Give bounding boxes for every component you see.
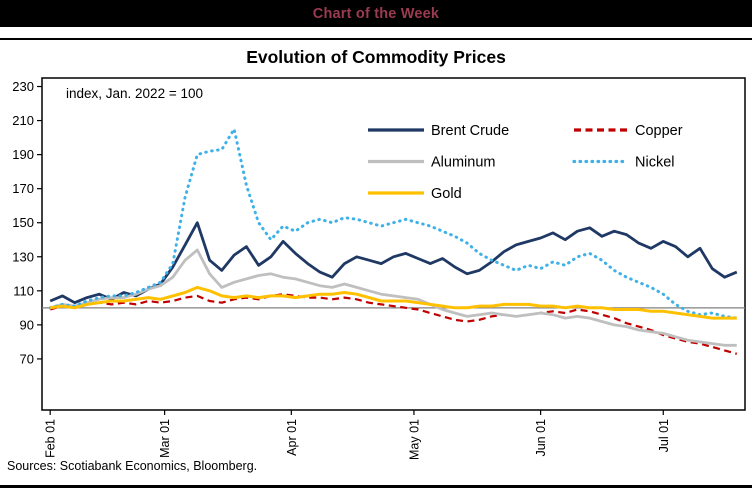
x-tick-label: Jun 01 (534, 419, 548, 457)
series-line-copper (49, 293, 738, 355)
legend-label-aluminum: Aluminum (431, 155, 495, 171)
plot-border (41, 77, 746, 411)
legend-label-nickel: Nickel (635, 155, 674, 171)
y-tick-label: 150 (12, 215, 34, 230)
x-tick-label: Jul 01 (657, 419, 671, 452)
chart-title: Evolution of Commodity Prices (246, 47, 506, 67)
legend-label-brent-crude: Brent Crude (431, 123, 509, 139)
y-tick-label: 190 (12, 147, 34, 162)
series-line-brent-crude (49, 221, 738, 305)
x-tick-label: Mar 01 (158, 419, 172, 458)
y-tick-label: 90 (20, 317, 34, 332)
y-tick-label: 70 (20, 351, 34, 366)
y-tick-label: 170 (12, 181, 34, 196)
banner: Chart of the Week (0, 0, 752, 27)
series-line-gold (49, 285, 737, 320)
x-tick-label: Apr 01 (285, 419, 299, 456)
x-tick-label: Feb 01 (44, 419, 58, 458)
index-base-note: index, Jan. 2022 = 100 (66, 86, 203, 101)
y-tick-label: 130 (12, 249, 34, 264)
legend-label-gold: Gold (431, 186, 462, 202)
y-tick-label: 210 (12, 113, 34, 128)
banner-title: Chart of the Week (312, 5, 440, 22)
y-tick-label: 230 (12, 79, 34, 94)
bottom-divider (0, 485, 752, 488)
series-line-nickel (48, 127, 739, 320)
commodity-price-chart: 230 210 190 170 150 130 110 90 70 Feb 01 Mar 01 Apr… (12, 77, 746, 460)
top-divider (0, 38, 752, 40)
legend-label-copper: Copper (635, 123, 683, 139)
y-tick-label: 110 (13, 283, 34, 298)
series-line-aluminum (49, 248, 737, 347)
sources-note: Sources: Scotiabank Economics, Bloomberg… (7, 459, 258, 473)
x-tick-label: May 01 (407, 419, 421, 460)
